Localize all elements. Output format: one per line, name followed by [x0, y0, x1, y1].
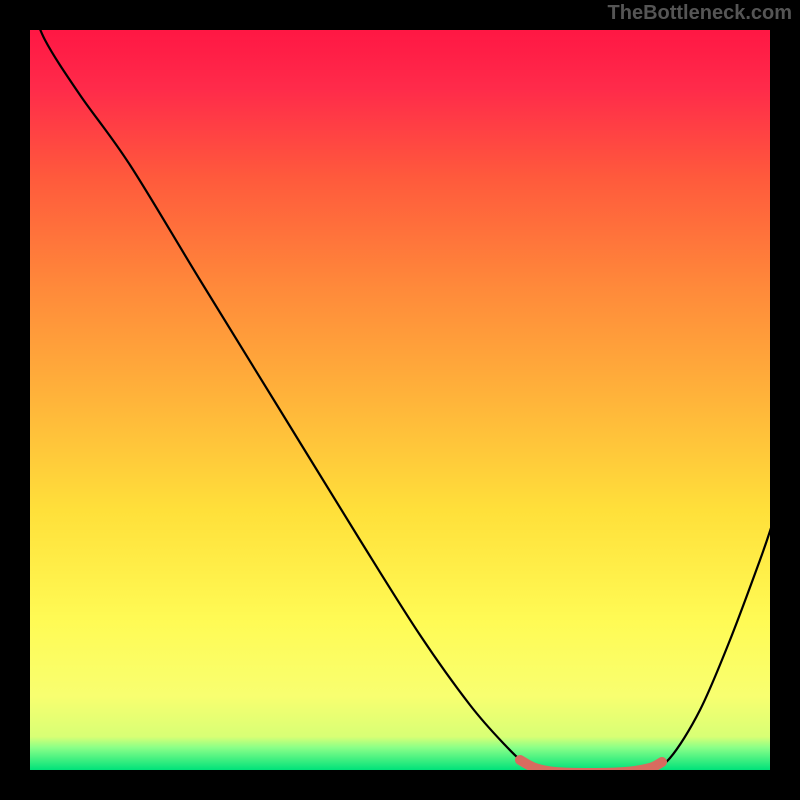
watermark-text: TheBottleneck.com — [608, 2, 792, 25]
gradient-background — [30, 30, 770, 770]
bottleneck-chart — [0, 0, 800, 800]
border-left — [0, 0, 30, 800]
border-right — [770, 0, 800, 800]
border-bottom — [0, 770, 800, 800]
chart-container: TheBottleneck.com — [0, 0, 800, 800]
